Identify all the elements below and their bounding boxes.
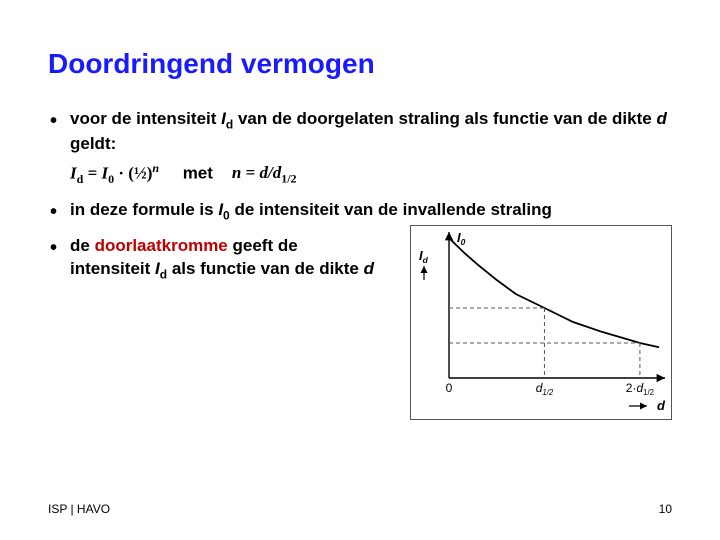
b3-red: doorlaatkromme — [95, 236, 228, 255]
chart-svg: I0 Id 0 d1/2 2·d1/2d — [411, 226, 673, 421]
f-n: n = d/d — [232, 163, 281, 182]
b3-sub: d — [160, 268, 167, 282]
f-n-sub: 1/2 — [281, 172, 296, 186]
svg-text:d: d — [657, 398, 666, 413]
b1-pre: voor de intensiteit — [70, 109, 221, 128]
svg-text:2·d1/2: 2·d1/2 — [626, 381, 654, 397]
b1-post: geldt: — [70, 134, 116, 153]
b2-post: de intensiteit van de invallende stralin… — [230, 200, 552, 219]
f-exp: n — [152, 161, 159, 175]
b3-post: als functie van de dikte — [167, 259, 364, 278]
formula: Id = I0 · (½)n — [70, 160, 159, 187]
bullet-1: voor de intensiteit Id van de doorgelate… — [48, 108, 672, 187]
formula-line: Id = I0 · (½)n met n = d/d1/2 — [70, 160, 672, 187]
b3-pre: de — [70, 236, 95, 255]
svg-text:I0: I0 — [457, 230, 466, 247]
transmission-curve-chart: I0 Id 0 d1/2 2·d1/2d — [410, 225, 672, 420]
f-eq: = — [83, 163, 101, 182]
slide: Doordringend vermogen voor de intensitei… — [0, 0, 720, 540]
b2-pre: in deze formule is — [70, 200, 218, 219]
bullet-2: in deze formule is I0 de intensiteit van… — [48, 199, 672, 224]
svg-text:Id: Id — [419, 248, 429, 265]
b2-sub: 0 — [223, 208, 230, 222]
footer-left: ISP | HAVO — [48, 502, 110, 516]
f-dot: · (½) — [114, 163, 152, 182]
svg-text:d1/2: d1/2 — [536, 381, 554, 397]
f-Id: I — [70, 163, 77, 182]
b1-mid: van de doorgelaten straling als functie … — [233, 109, 656, 128]
svg-text:0: 0 — [446, 381, 453, 395]
b1-d: d — [656, 109, 666, 128]
bullet-3: de doorlaatkromme geeft de intensiteit I… — [48, 235, 378, 283]
footer-right: 10 — [659, 502, 672, 516]
b3-d: d — [364, 259, 374, 278]
f-met: met — [164, 163, 227, 182]
page-title: Doordringend vermogen — [48, 48, 672, 80]
formula-n: n = d/d1/2 — [232, 162, 297, 187]
title-text: Doordringend vermogen — [48, 48, 375, 79]
